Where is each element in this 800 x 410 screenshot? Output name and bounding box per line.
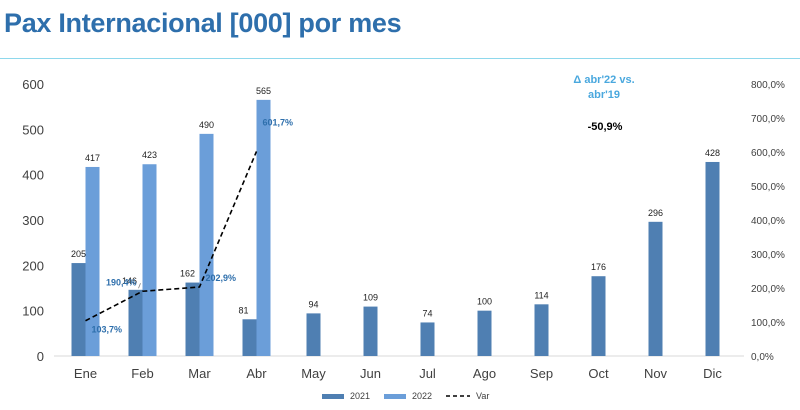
bar-label-2021: 100: [477, 297, 492, 307]
bar-2022: [199, 133, 214, 356]
x-tick-label: Dic: [703, 366, 722, 381]
annotation-delta-value: -50,9%: [587, 121, 623, 133]
var-data-label: 601,7%: [263, 117, 294, 127]
bar-label-2022: 490: [199, 120, 214, 130]
bar-2021: [648, 221, 663, 356]
bar-label-2021: 146: [122, 276, 137, 286]
y-right-tick-label: 400,0%: [751, 216, 785, 227]
bar-label-2021: 114: [534, 290, 548, 300]
y-left-tick-label: 100: [22, 304, 44, 319]
var-data-label: 202,9%: [206, 273, 237, 283]
legend: 2021 2022 Var: [322, 391, 489, 401]
bar-2021: [242, 319, 257, 356]
bar-label-2021: 296: [648, 208, 663, 218]
y-left-tick-label: 600: [22, 77, 44, 92]
y-right-tick-label: 200,0%: [751, 284, 785, 295]
y-axis-left: 0 100 200 300 400 500 600: [22, 77, 44, 364]
bar-label-2021: 205: [71, 249, 86, 259]
x-tick-label: Sep: [530, 366, 553, 381]
bar-2021: [306, 313, 321, 356]
y-left-tick-label: 0: [37, 349, 44, 364]
bar-label-2022: 565: [256, 86, 271, 96]
x-tick-label: Feb: [131, 366, 153, 381]
bar-label-2021: 176: [591, 262, 606, 272]
bar-label-2021: 81: [238, 305, 248, 315]
y-right-tick-label: 100,0%: [751, 318, 785, 329]
bar-label-2021: 94: [308, 299, 318, 309]
legend-label-2021: 2021: [350, 391, 370, 401]
y-right-tick-label: 500,0%: [751, 182, 785, 193]
bar-2022: [85, 166, 100, 356]
bar-2021: [128, 289, 143, 356]
bar-2021: [363, 306, 378, 356]
annotation-delta-label: Δ abr'22 vs. abr'19: [573, 74, 635, 101]
y-left-tick-label: 300: [22, 213, 44, 228]
var-data-label: 103,7%: [92, 325, 123, 335]
x-tick-label: Ago: [473, 366, 496, 381]
bar-labels-layer: 205 417 146 423 162 490 81 565 94 109 74 100 114 176 2…: [71, 86, 720, 319]
bar-2021: [420, 322, 435, 356]
y-axis-right: 0,0% 100,0% 200,0% 300,0% 400,0% 500,0% 600,0%…: [751, 80, 785, 363]
bar-label-2022: 417: [85, 153, 100, 163]
x-tick-label: Oct: [588, 366, 609, 381]
y-right-tick-label: 300,0%: [751, 250, 785, 261]
bar-label-2021: 109: [363, 293, 378, 303]
title-divider: [0, 58, 800, 59]
y-left-tick-label: 200: [22, 258, 44, 273]
x-tick-label: May: [301, 366, 326, 381]
var-label-leader: [138, 283, 141, 289]
var-line-layer: 103,7% 190,4% 202,9% 601,7%: [85, 117, 294, 335]
bar-2021: [185, 282, 200, 356]
legend-label-2022: 2022: [412, 391, 432, 401]
legend-swatch-2021: [322, 394, 344, 399]
bar-label-2021: 428: [705, 148, 720, 158]
bar-2021: [477, 310, 492, 356]
var-data-label: 190,4%: [106, 277, 137, 287]
y-right-tick-label: 0,0%: [751, 352, 774, 363]
bar-2021: [705, 161, 720, 356]
x-axis: Ene Feb Mar Abr May Jun Jul Ago Sep Oct Nov Dic: [74, 366, 722, 381]
bar-2021: [591, 276, 606, 356]
y-right-tick-label: 600,0%: [751, 148, 785, 159]
bar-label-2022: 423: [142, 150, 157, 160]
y-left-tick-label: 400: [22, 168, 44, 183]
x-tick-label: Jul: [419, 366, 436, 381]
y-right-tick-label: 700,0%: [751, 114, 785, 125]
legend-label-var: Var: [476, 391, 489, 401]
page-title: Pax Internacional [000] por mes: [4, 8, 402, 38]
x-tick-label: Abr: [246, 366, 267, 381]
x-tick-label: Nov: [644, 366, 668, 381]
bar-2021: [71, 263, 86, 356]
bar-2021: [534, 304, 549, 356]
bar-label-2021: 162: [180, 269, 195, 279]
x-tick-label: Jun: [360, 366, 381, 381]
x-tick-label: Mar: [188, 366, 211, 381]
var-line: [85, 151, 258, 322]
bar-2022: [142, 164, 157, 356]
bars-layer: [71, 99, 720, 356]
bar-label-2021: 74: [422, 308, 432, 318]
legend-swatch-2022: [384, 394, 406, 399]
x-tick-label: Ene: [74, 366, 97, 381]
y-left-tick-label: 500: [22, 122, 44, 137]
y-right-tick-label: 800,0%: [751, 80, 785, 91]
bar-2022: [256, 99, 271, 356]
